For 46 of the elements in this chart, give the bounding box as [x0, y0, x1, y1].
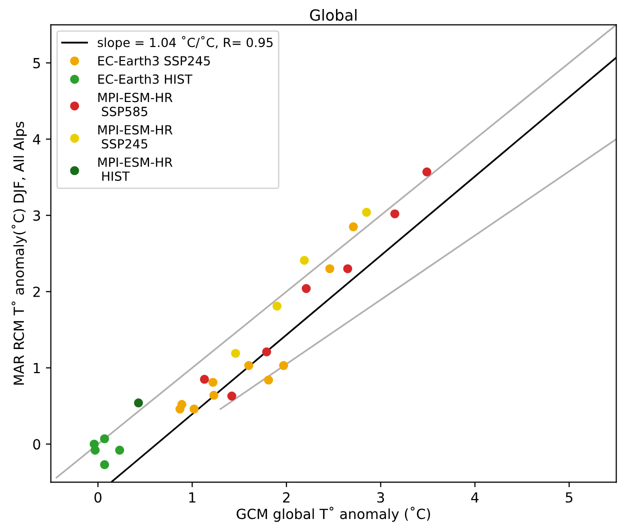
x-tick-label: 4 — [471, 492, 479, 502]
y-tick-label: 4 — [32, 134, 40, 144]
point — [90, 446, 100, 455]
point — [300, 256, 309, 265]
y-tick-label: 3 — [33, 210, 40, 221]
x-tick-label: 0 — [94, 492, 102, 503]
chart-title: Global — [310, 8, 356, 21]
y-tick-label: 5 — [33, 58, 40, 68]
legend-label: MPI-ESM-HR SSP245 — [98, 125, 172, 149]
point — [262, 347, 272, 356]
point — [348, 222, 358, 232]
legend-label: slope = 1.04 ˚C/˚C, R= 0.95 — [98, 36, 273, 50]
x-tick-label: 3 — [377, 492, 384, 503]
y-tick-label: 2 — [33, 286, 40, 297]
point — [200, 374, 209, 384]
point — [115, 446, 124, 455]
x-tick-label: 5 — [566, 492, 572, 503]
point — [279, 361, 288, 370]
legend-label: MPI-ESM-HR HIST — [98, 157, 172, 181]
y-tick-label: 0 — [33, 439, 40, 450]
x-axis-title: GCM global T˚ anomaly (˚C) — [236, 506, 430, 522]
point — [362, 208, 372, 217]
y-tick-label: 1 — [34, 362, 40, 374]
point — [100, 460, 110, 470]
point — [272, 302, 282, 311]
point — [134, 398, 143, 408]
legend-label: EC-Earth3 SSP245 — [98, 56, 210, 66]
point — [302, 284, 311, 294]
point — [325, 264, 334, 274]
point — [208, 378, 218, 387]
point — [177, 400, 186, 409]
x-tick-label: 2 — [283, 492, 290, 502]
legend-label: EC-Earth3 HIST — [98, 74, 192, 84]
point — [100, 434, 110, 444]
point — [264, 376, 274, 385]
point — [231, 348, 240, 358]
point — [343, 264, 352, 274]
point — [244, 361, 254, 370]
point — [190, 404, 199, 414]
legend-label: MPI-ESM-HR SSP585 — [98, 92, 172, 116]
point — [390, 209, 400, 218]
point — [209, 390, 218, 400]
point — [227, 392, 236, 401]
y-axis-title: MAR RCM T˚ anomaly(˚C) DJF, All Alps — [12, 122, 27, 385]
x-tick-label: 1 — [189, 492, 196, 502]
point — [422, 167, 432, 176]
